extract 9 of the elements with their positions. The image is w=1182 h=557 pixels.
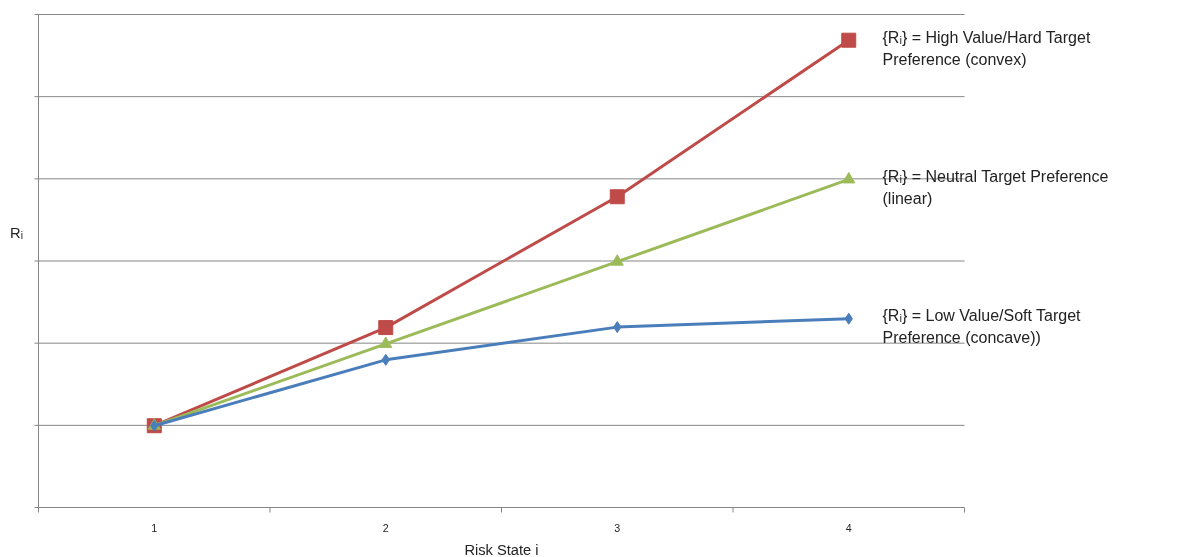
series-label: {Rᵢ} = Neutral Target Preference (linear) (882, 167, 1109, 208)
series-label: {Rᵢ} = Low Value/Soft Target Preference (concave)) (882, 307, 1082, 347)
x-tick-label: 2 (382, 521, 389, 534)
x-tick-label: 3 (614, 521, 621, 534)
x-tick-label: 4 (845, 521, 852, 534)
series-label: {Rᵢ} = High Value/Hard Target Preference (convex) (882, 28, 1091, 68)
x-axis-title: Risk State i (464, 541, 539, 557)
y-axis-title: Rᵢ (10, 225, 23, 241)
x-tick-label: 1 (151, 521, 158, 534)
